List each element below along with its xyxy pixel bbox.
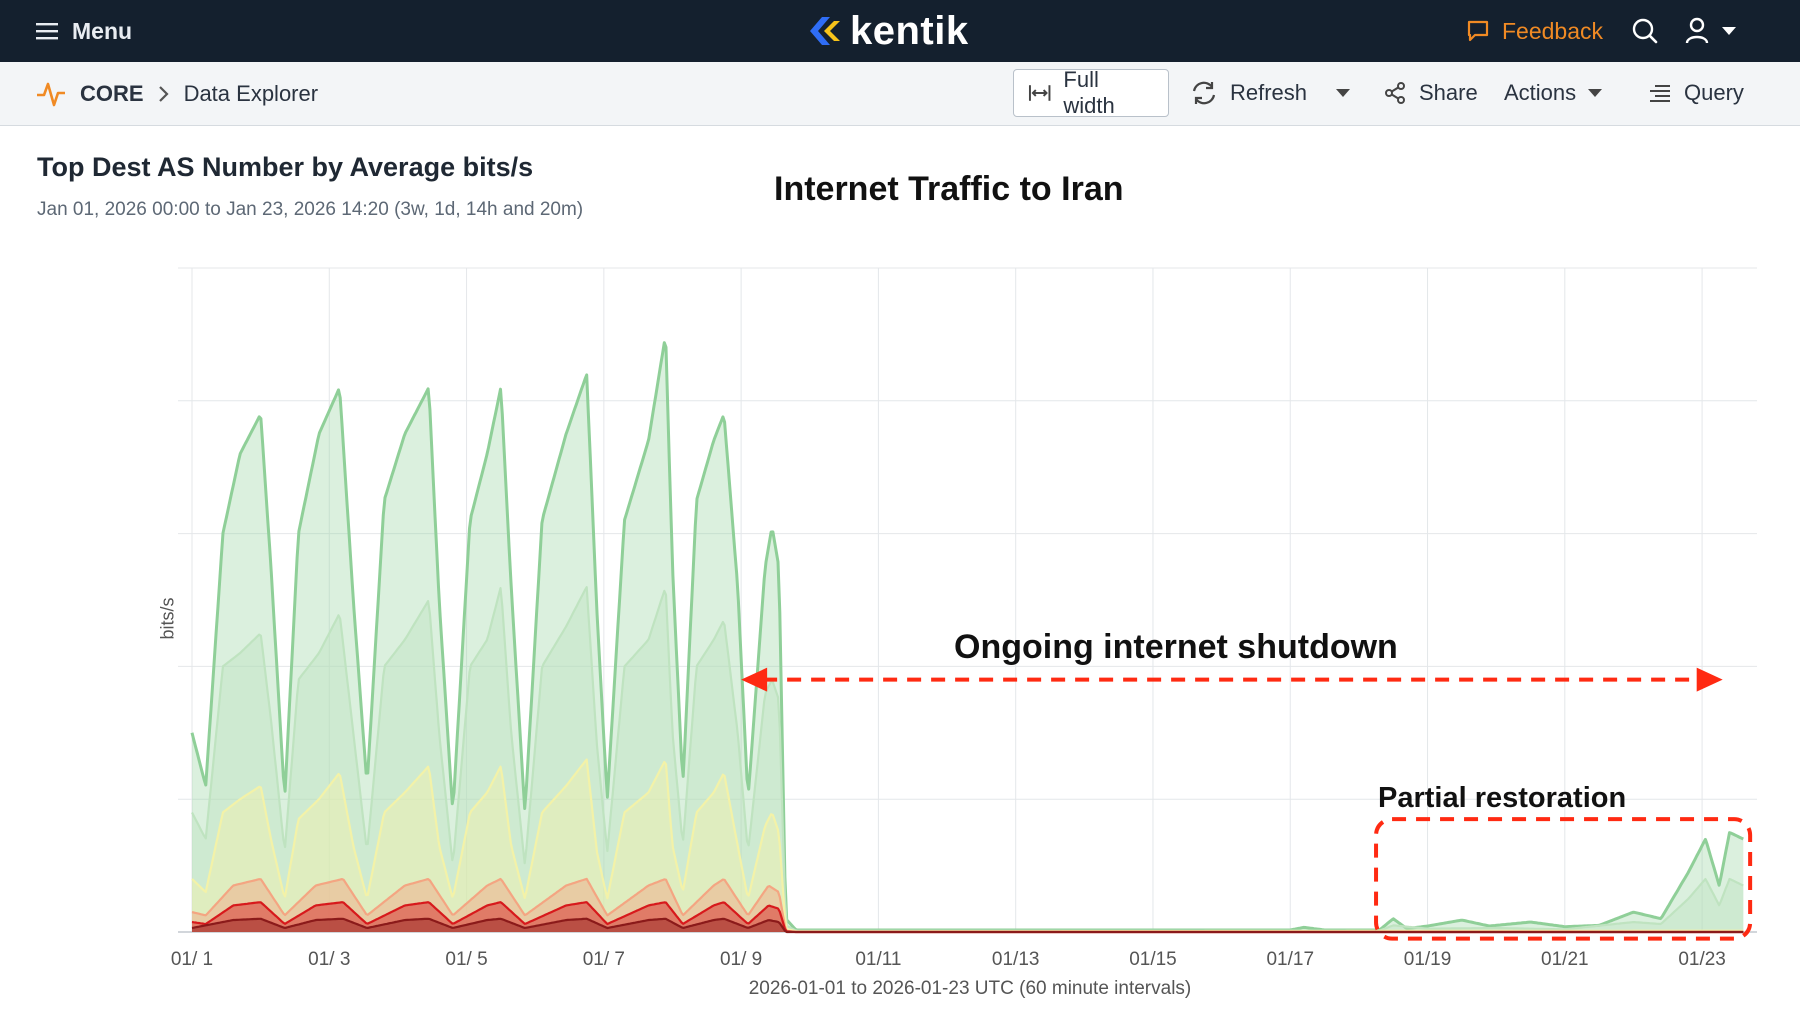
full-width-label: Full width	[1063, 67, 1115, 118]
x-tick-label: 01/ 9	[720, 949, 762, 970]
x-tick-label: 01/23	[1678, 949, 1726, 970]
menu-label: Menu	[72, 17, 133, 44]
y-axis-label: bits/s	[157, 597, 178, 640]
query-list-icon	[1650, 85, 1670, 102]
full-width-button[interactable]: Full width	[1013, 67, 1169, 118]
x-tick-label: 01/ 1	[171, 949, 213, 970]
actions-label: Actions	[1504, 80, 1577, 105]
overlay-title: Internet Traffic to Iran	[774, 170, 1124, 208]
chevron-right-icon	[158, 86, 169, 102]
arrow-head-right	[1696, 667, 1723, 692]
search-icon	[1632, 18, 1658, 44]
kentik-logo[interactable]: kentik	[808, 8, 969, 54]
x-tick-label: 01/ 5	[445, 949, 487, 970]
refresh-options-dropdown[interactable]	[1322, 69, 1364, 117]
share-icon	[1385, 82, 1405, 104]
sub-toolbar: CORE Data Explorer	[0, 62, 1800, 126]
share-button[interactable]: Share	[1369, 69, 1492, 117]
caret-down-icon	[1588, 89, 1603, 97]
series-area	[192, 902, 1744, 932]
logo-wordmark: kentik	[850, 8, 969, 53]
search-button[interactable]	[1628, 14, 1662, 48]
series-area	[192, 587, 1744, 932]
refresh-label: Refresh	[1230, 80, 1308, 105]
series-area	[192, 342, 1744, 932]
kentik-chevron-icon	[810, 17, 840, 45]
shutdown-annotation: Ongoing internet shutdown	[954, 628, 1398, 666]
share-label: Share	[1419, 80, 1478, 105]
chart-annotations	[741, 667, 1753, 941]
arrow-head-left	[741, 667, 768, 692]
x-tick-label: 01/13	[992, 949, 1040, 970]
refresh-icon	[1192, 81, 1216, 105]
feedback-label: Feedback	[1502, 17, 1604, 44]
chart-title: Top Dest AS Number by Average bits/s	[37, 152, 534, 182]
user-menu-button[interactable]	[1684, 14, 1748, 48]
partial-restoration-annotation: Partial restoration	[1378, 782, 1627, 814]
caret-down-icon	[1722, 27, 1736, 35]
pulse-icon	[37, 82, 65, 107]
full-width-icon	[1028, 85, 1051, 101]
hamburger-icon	[36, 23, 58, 40]
query-button[interactable]: Query	[1634, 69, 1758, 117]
x-tick-label: 01/11	[855, 949, 901, 970]
x-tick-label: 01/17	[1266, 949, 1314, 970]
refresh-button[interactable]: Refresh	[1176, 69, 1321, 117]
x-tick-label: 01/19	[1404, 949, 1452, 970]
feedback-button[interactable]: Feedback	[1466, 14, 1603, 48]
caret-down-icon	[1336, 89, 1350, 97]
series-line	[191, 917, 1744, 934]
x-tick-label: 01/ 7	[583, 949, 625, 970]
series-area	[192, 759, 1744, 932]
breadcrumb: CORE Data Explorer	[36, 76, 318, 112]
x-axis-ticks: 01/ 1 01/ 3 01/ 5 01/ 7 01/ 9 01/11 01/13 01/15…	[171, 949, 1726, 970]
user-icon	[1685, 17, 1709, 44]
partial-restoration-box	[1374, 817, 1753, 941]
breadcrumb-page: Data Explorer	[183, 81, 319, 106]
x-tick-label: 01/ 3	[308, 949, 350, 970]
actions-dropdown[interactable]: Actions	[1490, 69, 1616, 117]
chart-series-areas	[190, 341, 1744, 934]
top-navigation-bar: Menu kentik Feedback	[0, 0, 1800, 62]
x-tick-label: 01/15	[1129, 949, 1177, 970]
menu-button[interactable]: Menu	[36, 14, 132, 48]
breadcrumb-core[interactable]: CORE	[80, 81, 144, 106]
x-axis-title: 2026-01-01 to 2026-01-23 UTC (60 minute …	[748, 978, 1192, 999]
series-area	[192, 918, 1744, 932]
query-label: Query	[1684, 80, 1744, 105]
x-tick-label: 01/21	[1541, 949, 1589, 970]
chart-time-range: Jan 01, 2026 00:00 to Jan 23, 2026 14:20…	[37, 199, 584, 220]
chat-bubble-icon	[1467, 20, 1489, 42]
